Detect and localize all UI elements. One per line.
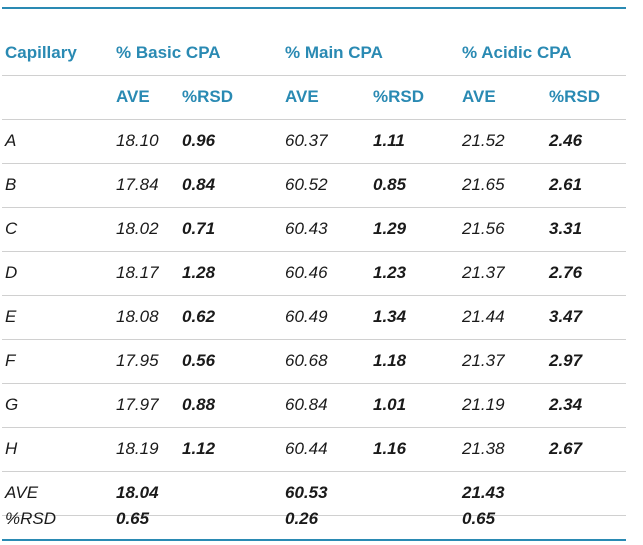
basic-ave-cell: 18.19 (116, 439, 159, 458)
summary-ave-basic: 18.04 (116, 483, 159, 502)
acidic-rsd-cell: 2.97 (549, 351, 583, 370)
main-ave-cell: 60.84 (285, 395, 328, 414)
basic-ave-cell: 18.02 (116, 219, 159, 238)
basic-ave-cell: 18.17 (116, 263, 159, 282)
acidic-ave-cell: 21.65 (462, 175, 505, 194)
basic-rsd-cell: 0.96 (182, 131, 216, 150)
summary-rsd-main: 0.26 (285, 509, 319, 528)
acidic-ave-cell: 21.44 (462, 307, 505, 326)
acidic-rsd-cell: 2.76 (549, 263, 583, 282)
table-row: F 17.95 0.56 60.68 1.18 21.37 2.97 (2, 339, 626, 384)
basic-rsd-cell: 1.12 (182, 439, 216, 458)
row-label: G (5, 395, 19, 414)
summary-ave-main: 60.53 (285, 483, 328, 502)
acidic-ave-cell: 21.52 (462, 131, 505, 150)
acidic-ave-cell: 21.37 (462, 351, 505, 370)
table-row: H 18.19 1.12 60.44 1.16 21.38 2.67 (2, 427, 626, 472)
acidic-ave-cell: 21.19 (462, 395, 505, 414)
table-header-row: Capillary % Basic CPA % Main CPA % Acidi… (2, 31, 626, 76)
basic-rsd-cell: 0.71 (182, 219, 216, 238)
summary-ave-row: AVE 18.04 60.53 21.43 (2, 471, 626, 516)
main-rsd-cell: 1.18 (373, 351, 407, 370)
table-row: D 18.17 1.28 60.46 1.23 21.37 2.76 (2, 251, 626, 296)
main-ave-cell: 60.43 (285, 219, 328, 238)
main-ave-cell: 60.46 (285, 263, 328, 282)
row-label: B (5, 175, 17, 194)
subheader-basic-rsd: %RSD (182, 87, 234, 106)
table-row: C 18.02 0.71 60.43 1.29 21.56 3.31 (2, 207, 626, 252)
acidic-ave-cell: 21.56 (462, 219, 505, 238)
basic-ave-cell: 17.97 (116, 395, 159, 414)
main-rsd-cell: 1.16 (373, 439, 407, 458)
table-top-rule (2, 7, 626, 9)
header-basic-cpa: % Basic CPA (116, 43, 221, 62)
main-rsd-cell: 1.34 (373, 307, 407, 326)
acidic-rsd-cell: 2.46 (549, 131, 583, 150)
row-label: E (5, 307, 17, 326)
main-rsd-cell: 0.85 (373, 175, 407, 194)
basic-rsd-cell: 0.62 (182, 307, 216, 326)
header-main-cpa: % Main CPA (285, 43, 383, 62)
summary-rsd-row: %RSD 0.65 0.26 0.65 (2, 497, 626, 541)
acidic-ave-cell: 21.37 (462, 263, 505, 282)
main-rsd-cell: 1.29 (373, 219, 407, 238)
subheader-acidic-rsd: %RSD (549, 87, 601, 106)
table-row: B 17.84 0.84 60.52 0.85 21.65 2.61 (2, 163, 626, 208)
subheader-main-ave: AVE (285, 87, 319, 106)
subheader-acidic-ave: AVE (462, 87, 496, 106)
acidic-ave-cell: 21.38 (462, 439, 505, 458)
acidic-rsd-cell: 2.61 (549, 175, 583, 194)
row-label: C (5, 219, 18, 238)
header-acidic-cpa: % Acidic CPA (462, 43, 572, 62)
basic-rsd-cell: 0.88 (182, 395, 216, 414)
basic-ave-cell: 18.08 (116, 307, 159, 326)
main-ave-cell: 60.52 (285, 175, 328, 194)
acidic-rsd-cell: 2.67 (549, 439, 583, 458)
main-ave-cell: 60.49 (285, 307, 328, 326)
acidic-rsd-cell: 3.47 (549, 307, 583, 326)
summary-ave-acidic: 21.43 (462, 483, 505, 502)
acidic-rsd-cell: 3.31 (549, 219, 583, 238)
table-row: G 17.97 0.88 60.84 1.01 21.19 2.34 (2, 383, 626, 428)
header-capillary: Capillary (5, 43, 77, 62)
basic-rsd-cell: 0.56 (182, 351, 216, 370)
table-row: E 18.08 0.62 60.49 1.34 21.44 3.47 (2, 295, 626, 340)
main-ave-cell: 60.68 (285, 351, 328, 370)
basic-rsd-cell: 1.28 (182, 263, 216, 282)
main-ave-cell: 60.37 (285, 131, 328, 150)
acidic-rsd-cell: 2.34 (549, 395, 583, 414)
basic-ave-cell: 17.84 (116, 175, 159, 194)
subheader-main-rsd: %RSD (373, 87, 425, 106)
main-rsd-cell: 1.23 (373, 263, 407, 282)
summary-rsd-label: %RSD (5, 509, 57, 528)
basic-rsd-cell: 0.84 (182, 175, 216, 194)
row-label: D (5, 263, 18, 282)
row-label: F (5, 351, 16, 370)
basic-ave-cell: 17.95 (116, 351, 159, 370)
table-subheader-row: AVE %RSD AVE %RSD AVE %RSD (2, 75, 626, 120)
main-ave-cell: 60.44 (285, 439, 328, 458)
subheader-basic-ave: AVE (116, 87, 150, 106)
table-bottom-rule (2, 539, 626, 541)
table-row: A 18.10 0.96 60.37 1.11 21.52 2.46 (2, 119, 626, 164)
row-label: H (5, 439, 18, 458)
summary-ave-label: AVE (5, 483, 39, 502)
summary-rsd-acidic: 0.65 (462, 509, 496, 528)
summary-rsd-basic: 0.65 (116, 509, 150, 528)
basic-ave-cell: 18.10 (116, 131, 159, 150)
main-rsd-cell: 1.01 (373, 395, 407, 414)
main-rsd-cell: 1.11 (373, 131, 405, 150)
row-label: A (5, 131, 17, 150)
